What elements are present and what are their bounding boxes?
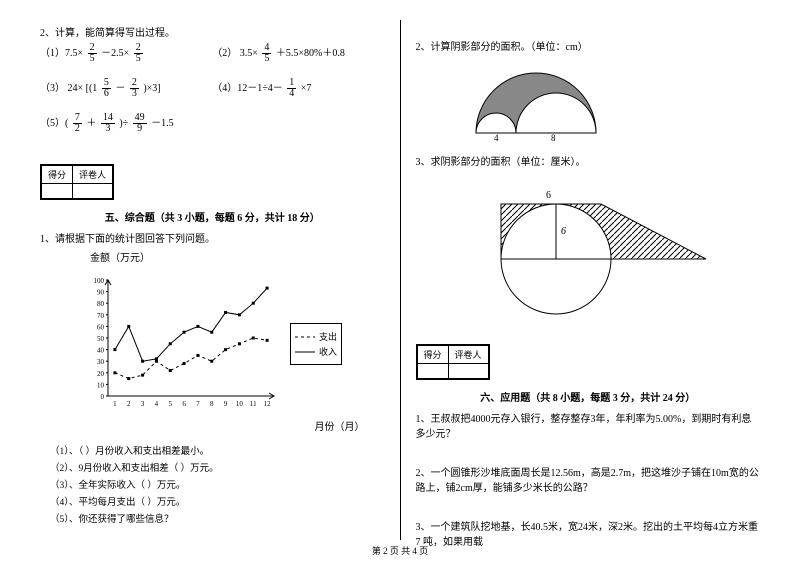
q2-intro: 2、计算，能简算得写出过程。 — [40, 24, 385, 39]
sub4: （4）、平均每月支出（ ）万元。 — [50, 494, 385, 508]
svg-text:30: 30 — [97, 358, 105, 366]
score-box-5: 得分评卷人 — [40, 164, 114, 200]
eq5-f2: 143 — [101, 113, 115, 134]
score-b-5: 评卷人 — [73, 166, 113, 184]
eq2: （2） 3.5× 45 ＋5.5×80%＋0.8 — [212, 43, 384, 64]
eq3: （3） 24× [(1 56 － 23 )×3] — [40, 78, 212, 99]
svg-text:2: 2 — [127, 400, 131, 408]
fig2-top: 6 — [546, 190, 551, 201]
svg-text:20: 20 — [97, 370, 105, 378]
svg-text:7: 7 — [196, 400, 200, 408]
svg-text:9: 9 — [224, 400, 228, 408]
svg-text:11: 11 — [250, 400, 257, 408]
svg-text:90: 90 — [97, 289, 105, 297]
eq5-post: －1.5 — [151, 118, 174, 129]
sub2: （2）、9月份收入和支出相差（ ）万元。 — [50, 460, 385, 474]
r-q3: 3、求阴影部分的面积（单位：厘米）。 — [416, 153, 761, 168]
eq3-frac1: 56 — [102, 78, 111, 99]
eq4: （4）12－1÷4－ 14 ×7 — [212, 78, 384, 99]
semicircle-figure: 4 8 — [456, 63, 636, 143]
eq3-pre: （3） — [40, 83, 65, 94]
score-section6-wrap: 得分评卷人 — [416, 344, 761, 383]
eq3-a: 24× — [68, 83, 84, 94]
svg-text:1: 1 — [113, 400, 117, 408]
score-section5-wrap: 得分评卷人 — [40, 164, 385, 203]
fig2-mid: 6 — [561, 226, 566, 237]
eq1-frac2: 25 — [134, 43, 143, 64]
eq4-post: ×7 — [301, 83, 312, 94]
sub1: （1）、（ ）月份收入和支出相差最小。 — [50, 443, 385, 457]
eq1-frac1: 25 — [88, 43, 97, 64]
eq1: （1）7.5× 25 －2.5× 25 — [40, 43, 212, 64]
score-box-6: 得分评卷人 — [416, 344, 490, 380]
sub5: （5）、你还获得了哪些信息？ — [50, 511, 385, 525]
eq5-pre: （5）( — [40, 118, 68, 129]
svg-text:60: 60 — [97, 323, 105, 331]
chart-wrap: 0102030405060708090100123456789101112 支出… — [80, 274, 385, 433]
eq2-frac: 45 — [262, 43, 271, 64]
eq3-frac2: 23 — [130, 78, 139, 99]
page-container: 2、计算，能简算得写出过程。 （1）7.5× 25 －2.5× 25 （2） 3… — [0, 0, 800, 540]
eq-row-2: （3） 24× [(1 56 － 23 )×3] （4）12－1÷4－ 14 ×… — [40, 78, 385, 99]
chart-x-title: 月份（月） — [80, 418, 385, 433]
eq3-brb: )×3] — [143, 83, 160, 94]
svg-text:40: 40 — [97, 347, 105, 355]
legend-box: 支出 收入 — [290, 323, 342, 365]
score-a-5: 得分 — [42, 166, 73, 184]
a1: 1、王叔叔把4000元存入银行，整存整存3年，年利率为5.00%，到期时有利息多… — [416, 410, 761, 440]
eq1-pre: （1）7.5× — [40, 48, 83, 59]
left-column: 2、计算，能简算得写出过程。 （1）7.5× 25 －2.5× 25 （2） 3… — [40, 20, 401, 540]
section6-title: 六、应用题（共 8 小题，每题 3 分，共计 24 分） — [416, 389, 761, 404]
r-q2: 2、计算阴影部分的面积。（单位：cm） — [416, 38, 761, 53]
svg-text:12: 12 — [264, 400, 272, 408]
svg-text:0: 0 — [101, 393, 105, 401]
eq5-f1: 72 — [73, 113, 82, 134]
fig1-label-a: 4 — [494, 133, 499, 143]
eq1-mid: －2.5× — [101, 48, 129, 59]
svg-text:10: 10 — [236, 400, 244, 408]
svg-text:3: 3 — [141, 400, 145, 408]
eq4-pre: （4）12－1÷4－ — [212, 83, 283, 94]
eq4-frac: 14 — [287, 78, 296, 99]
eq5-m2: )÷ — [119, 118, 128, 129]
svg-text:50: 50 — [97, 335, 105, 343]
a2: 2、一个圆锥形沙堆底面周长是12.56m，高是2.7m，把这堆沙子铺在10m宽的… — [416, 464, 761, 494]
page-footer: 第 2 页 共 4 页 — [0, 544, 800, 557]
svg-text:8: 8 — [210, 400, 214, 408]
right-column: 2、计算阴影部分的面积。（单位：cm） 4 8 3、求阴影部分的面积（单位：厘米… — [401, 20, 761, 540]
eq5-m1: ＋ — [86, 118, 96, 129]
eq5: （5）( 72 ＋ 143 )÷ 499 －1.5 — [40, 113, 385, 134]
eq3-mid: － — [115, 83, 125, 94]
score-b-6: 评卷人 — [448, 346, 488, 364]
eq2-b: ＋5.5×80%＋0.8 — [276, 48, 345, 59]
circle-triangle-figure: 6 6 — [446, 174, 726, 324]
eq3-bra: [(1 — [86, 83, 98, 94]
legend-a-label: 支出 — [319, 330, 337, 343]
svg-text:80: 80 — [97, 300, 105, 308]
eq5-f3: 499 — [133, 113, 147, 134]
legend-income: 收入 — [295, 345, 337, 358]
legend-b-label: 收入 — [319, 345, 337, 358]
svg-text:4: 4 — [155, 400, 159, 408]
legend-expend: 支出 — [295, 330, 337, 343]
eq2-a: 3.5× — [240, 48, 258, 59]
q5-1: 1、请根据下面的统计图回答下列问题。 — [40, 230, 385, 245]
score-a-6: 得分 — [417, 346, 448, 364]
sub3: （3）、全年实际收入（ ）万元。 — [50, 477, 385, 491]
svg-text:70: 70 — [97, 312, 105, 320]
chart-y-title: 金额（万元） — [90, 249, 385, 264]
svg-text:10: 10 — [97, 381, 105, 389]
fig1-label-b: 8 — [551, 133, 556, 143]
line-chart: 0102030405060708090100123456789101112 — [80, 274, 280, 414]
section5-title: 五、综合题（共 3 小题，每题 6 分，共计 18 分） — [40, 209, 385, 224]
svg-text:100: 100 — [94, 277, 105, 285]
svg-text:5: 5 — [169, 400, 173, 408]
svg-text:6: 6 — [182, 400, 186, 408]
eq2-pre: （2） — [212, 48, 237, 59]
eq-row-1: （1）7.5× 25 －2.5× 25 （2） 3.5× 45 ＋5.5×80%… — [40, 43, 385, 64]
